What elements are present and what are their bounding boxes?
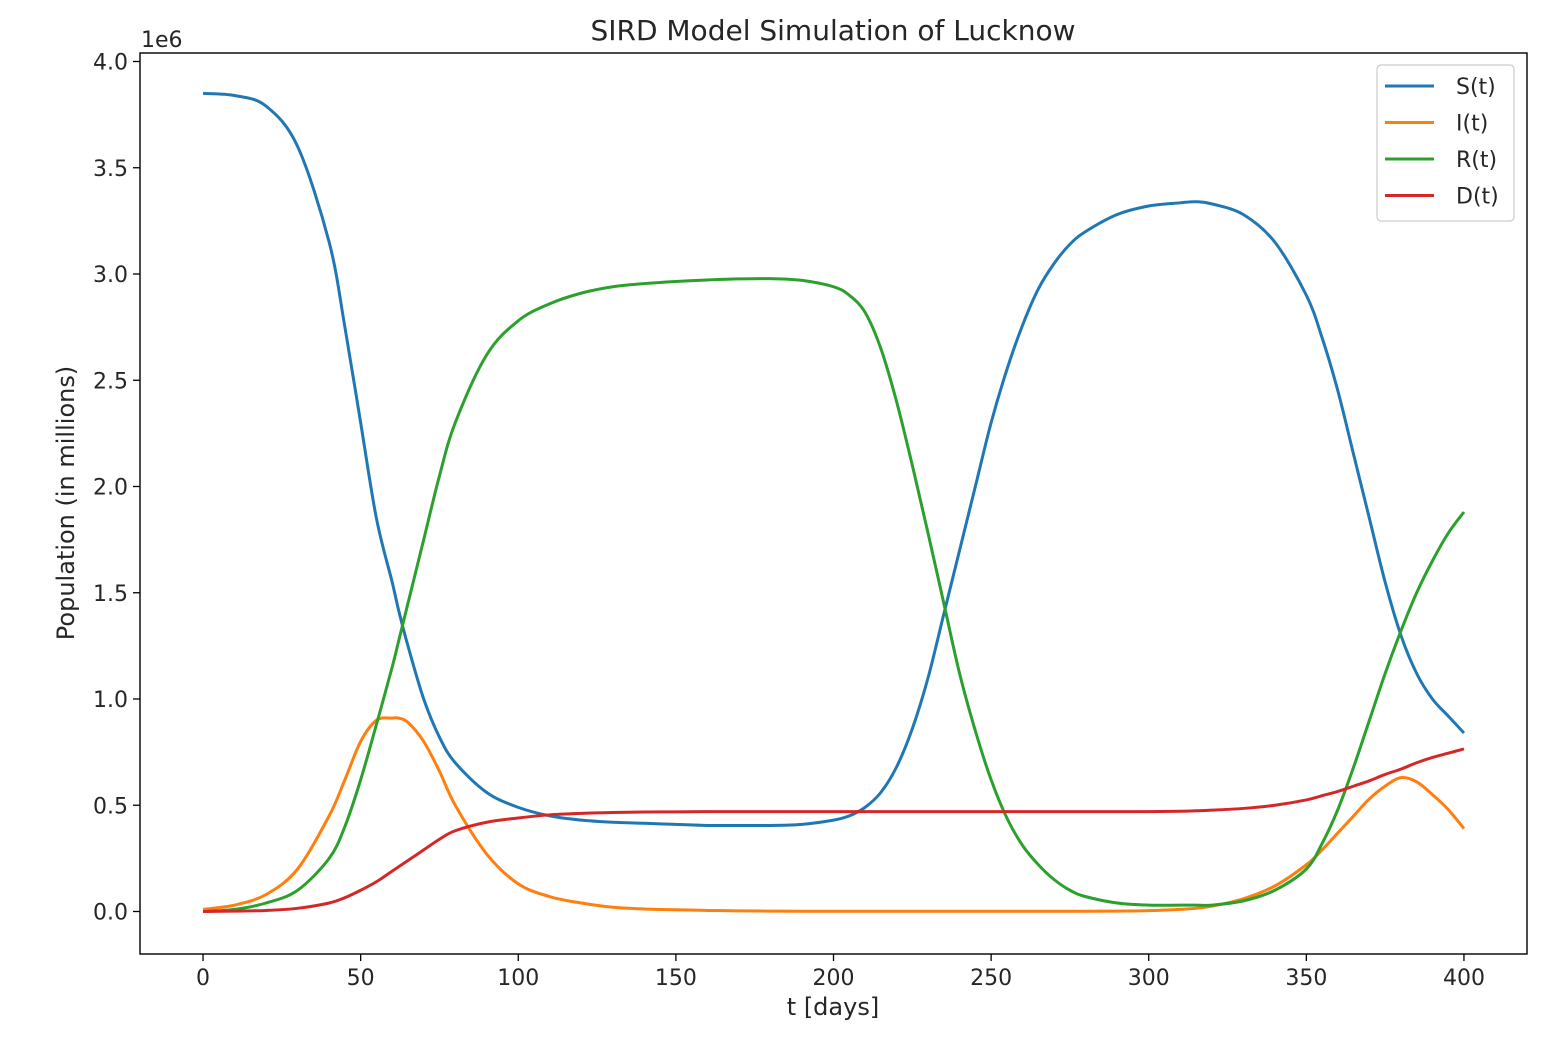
legend-box [1376, 64, 1515, 222]
y-tick-label: 4.0 [93, 51, 128, 76]
legend: S(t) I(t) R(t) D(t) [1376, 64, 1515, 222]
y-offset-label: 1e6 [141, 28, 183, 53]
y-tick-label: 2.0 [93, 476, 128, 501]
x-tick-label: 150 [655, 966, 697, 991]
y-tick-label: 3.5 [93, 157, 128, 182]
y-tick-label: 0.0 [93, 901, 128, 926]
chart-title: SIRD Model Simulation of Lucknow [590, 14, 1075, 47]
y-tick-label: 3.0 [93, 263, 128, 288]
series-layer [202, 91, 1466, 913]
y-tick-label: 0.5 [93, 794, 128, 819]
y-axis-label: Population (in millions) [52, 366, 80, 640]
x-tick-label: 250 [970, 966, 1012, 991]
y-tick-label: 1.5 [93, 582, 128, 607]
x-tick-label: 400 [1443, 966, 1485, 991]
x-tick-label: 350 [1285, 966, 1327, 991]
series-line-1 [202, 91, 1466, 828]
y-tick-label: 2.5 [93, 369, 128, 394]
y-tick-label: 1.0 [93, 688, 128, 713]
legend-label: D(t) [1456, 185, 1499, 210]
x-tick-label: 0 [196, 966, 210, 991]
x-tick-label: 300 [1128, 966, 1170, 991]
x-axis-label: t [days] [787, 993, 879, 1021]
y-axis-ticks: 0.0 0.5 1.0 1.5 2.0 2.5 3.0 3.5 4.0 [93, 51, 140, 926]
x-axis-ticks: 0 50 100 150 200 250 300 350 400 [196, 954, 1485, 991]
x-tick-label: 100 [497, 966, 539, 991]
series-line-3 [202, 277, 1466, 913]
legend-label: S(t) [1456, 75, 1496, 100]
series-line-2 [202, 716, 1466, 913]
series-line-4 [203, 747, 1465, 913]
legend-label: I(t) [1456, 112, 1488, 137]
x-tick-label: 50 [347, 966, 375, 991]
legend-label: R(t) [1456, 148, 1497, 173]
x-tick-label: 200 [813, 966, 855, 991]
